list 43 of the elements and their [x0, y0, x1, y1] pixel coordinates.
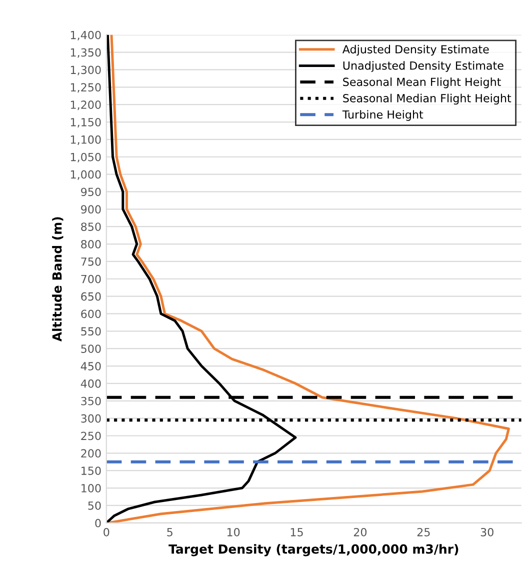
legend-label: Seasonal Median Flight Height	[343, 94, 512, 105]
y-tick-label: 150	[82, 466, 101, 475]
x-axis-title: Target Density (targets/1,000,000 m3/hr)	[168, 544, 458, 556]
y-tick-label: 100	[82, 484, 101, 492]
y-tick-label: 1,100	[70, 135, 101, 145]
y-tick-label: 1,150	[70, 118, 101, 128]
y-tick-label: 700	[81, 274, 101, 284]
y-tick-label: 450	[80, 362, 101, 370]
y-tick-label: 950	[81, 188, 101, 196]
y-tick-label: 800	[81, 240, 101, 248]
y-tick-label: 250	[81, 432, 101, 440]
y-tick-label: 0	[95, 518, 101, 528]
y-tick-label: 900	[81, 205, 101, 214]
x-tick-label: 10	[227, 528, 240, 536]
y-tick-label: 600	[81, 310, 101, 318]
x-tick-label: 30	[480, 528, 494, 536]
y-tick-label: 1,300	[70, 66, 101, 76]
y-axis-title: Altitude Band (m)	[52, 217, 64, 342]
y-tick-label: 350	[81, 396, 101, 406]
legend-label: Turbine Height	[342, 110, 424, 121]
y-tick-label: 500	[81, 344, 101, 353]
y-tick-label: 1,000	[70, 170, 101, 180]
y-tick-label: 550	[81, 327, 101, 336]
y-tick-label: 650	[81, 292, 101, 301]
legend-label: Unadjusted Density Estimate	[343, 61, 504, 72]
x-tick-label: 20	[354, 528, 367, 536]
legend-label: Adjusted Density Estimate	[342, 44, 489, 56]
y-tick-label: 850	[81, 222, 101, 231]
x-tick-label: 15	[290, 528, 303, 536]
y-tick-label: 400	[80, 379, 101, 388]
y-tick-label: 200	[81, 449, 101, 458]
x-tick-label: 25	[417, 528, 430, 536]
y-tick-label: 50	[88, 501, 101, 510]
y-tick-label: 300	[81, 414, 101, 423]
y-tick-label: 1,350	[70, 48, 101, 58]
legend-label: Seasonal Mean Flight Height	[343, 77, 501, 88]
y-tick-label: 1,250	[70, 83, 101, 93]
y-tick-label: 1,050	[70, 152, 101, 162]
y-tick-label: 1,200	[70, 100, 101, 110]
y-tick-label: 750	[81, 257, 101, 266]
y-tick-label: 1,400	[70, 30, 101, 40]
x-tick-label: 5	[167, 528, 172, 536]
x-tick-label: 0	[104, 528, 110, 536]
